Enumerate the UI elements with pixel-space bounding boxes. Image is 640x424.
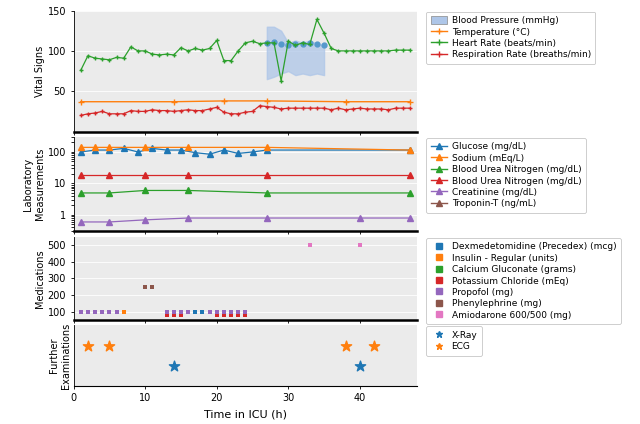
Point bbox=[111, 308, 122, 315]
Point bbox=[90, 308, 100, 315]
Point bbox=[176, 308, 186, 315]
Point bbox=[197, 308, 207, 315]
Point bbox=[169, 308, 179, 315]
Point bbox=[104, 308, 115, 315]
Point bbox=[169, 312, 179, 318]
Point bbox=[83, 342, 93, 349]
Point bbox=[226, 312, 236, 318]
Point bbox=[169, 308, 179, 315]
Point bbox=[212, 312, 222, 318]
Point bbox=[169, 308, 179, 315]
Point bbox=[233, 308, 243, 315]
Legend: Glucose (mg/dL), Sodium (mEq/L), Blood Urea Nitrogen (mg/dL), Blood Urea Nitroge: Glucose (mg/dL), Sodium (mEq/L), Blood U… bbox=[426, 138, 586, 213]
Point bbox=[140, 283, 150, 290]
Point bbox=[233, 308, 243, 315]
Point bbox=[183, 308, 193, 315]
Point bbox=[104, 308, 115, 315]
Point bbox=[204, 308, 214, 315]
X-axis label: Time in ICU (h): Time in ICU (h) bbox=[204, 409, 287, 419]
Point bbox=[161, 312, 172, 318]
Point bbox=[219, 308, 229, 315]
Point bbox=[226, 308, 236, 315]
Point bbox=[176, 308, 186, 315]
Point bbox=[83, 308, 93, 315]
Point bbox=[240, 308, 250, 315]
Point bbox=[90, 308, 100, 315]
Point bbox=[212, 308, 222, 315]
Point bbox=[240, 308, 250, 315]
Point bbox=[240, 308, 250, 315]
Y-axis label: Laboratory
Measurements: Laboratory Measurements bbox=[23, 148, 45, 220]
Legend: Dexmedetomidine (Precedex) (mcg), Insulin - Regular (units), Calcium Gluconate (: Dexmedetomidine (Precedex) (mcg), Insuli… bbox=[426, 238, 621, 324]
Point bbox=[111, 308, 122, 315]
Point bbox=[369, 342, 380, 349]
Point bbox=[355, 362, 365, 369]
Point bbox=[226, 308, 236, 315]
Point bbox=[190, 308, 200, 315]
Point bbox=[233, 308, 243, 315]
Point bbox=[226, 308, 236, 315]
Y-axis label: Further
Examinations: Further Examinations bbox=[49, 323, 71, 389]
Y-axis label: Medications: Medications bbox=[35, 249, 45, 308]
Point bbox=[118, 308, 129, 315]
Point bbox=[169, 308, 179, 315]
Point bbox=[183, 308, 193, 315]
Point bbox=[97, 308, 108, 315]
Point bbox=[76, 308, 86, 315]
Point bbox=[83, 308, 93, 315]
Point bbox=[355, 242, 365, 248]
Point bbox=[161, 308, 172, 315]
Point bbox=[176, 312, 186, 318]
Point bbox=[97, 308, 108, 315]
Point bbox=[76, 308, 86, 315]
Point bbox=[212, 308, 222, 315]
Point bbox=[176, 308, 186, 315]
Point bbox=[104, 308, 115, 315]
Point bbox=[204, 308, 214, 315]
Point bbox=[212, 308, 222, 315]
Legend: Blood Pressure (mmHg), Temperature (°C), Heart Rate (beats/min), Respiration Rat: Blood Pressure (mmHg), Temperature (°C),… bbox=[426, 11, 595, 64]
Y-axis label: Vital Signs: Vital Signs bbox=[35, 45, 45, 97]
Point bbox=[83, 308, 93, 315]
Point bbox=[147, 283, 157, 290]
Point bbox=[183, 308, 193, 315]
Point bbox=[76, 308, 86, 315]
Point bbox=[219, 308, 229, 315]
Point bbox=[169, 362, 179, 369]
Point bbox=[161, 308, 172, 315]
Point bbox=[226, 308, 236, 315]
Point bbox=[97, 308, 108, 315]
Point bbox=[161, 308, 172, 315]
Point bbox=[204, 308, 214, 315]
Point bbox=[305, 242, 315, 248]
Point bbox=[90, 308, 100, 315]
Point bbox=[219, 308, 229, 315]
Point bbox=[97, 308, 108, 315]
Point bbox=[104, 342, 115, 349]
Point bbox=[176, 308, 186, 315]
Point bbox=[340, 342, 351, 349]
Point bbox=[111, 308, 122, 315]
Legend: X-Ray, ECG: X-Ray, ECG bbox=[426, 326, 482, 356]
Point bbox=[240, 312, 250, 318]
Point bbox=[219, 312, 229, 318]
Point bbox=[104, 308, 115, 315]
Point bbox=[233, 312, 243, 318]
